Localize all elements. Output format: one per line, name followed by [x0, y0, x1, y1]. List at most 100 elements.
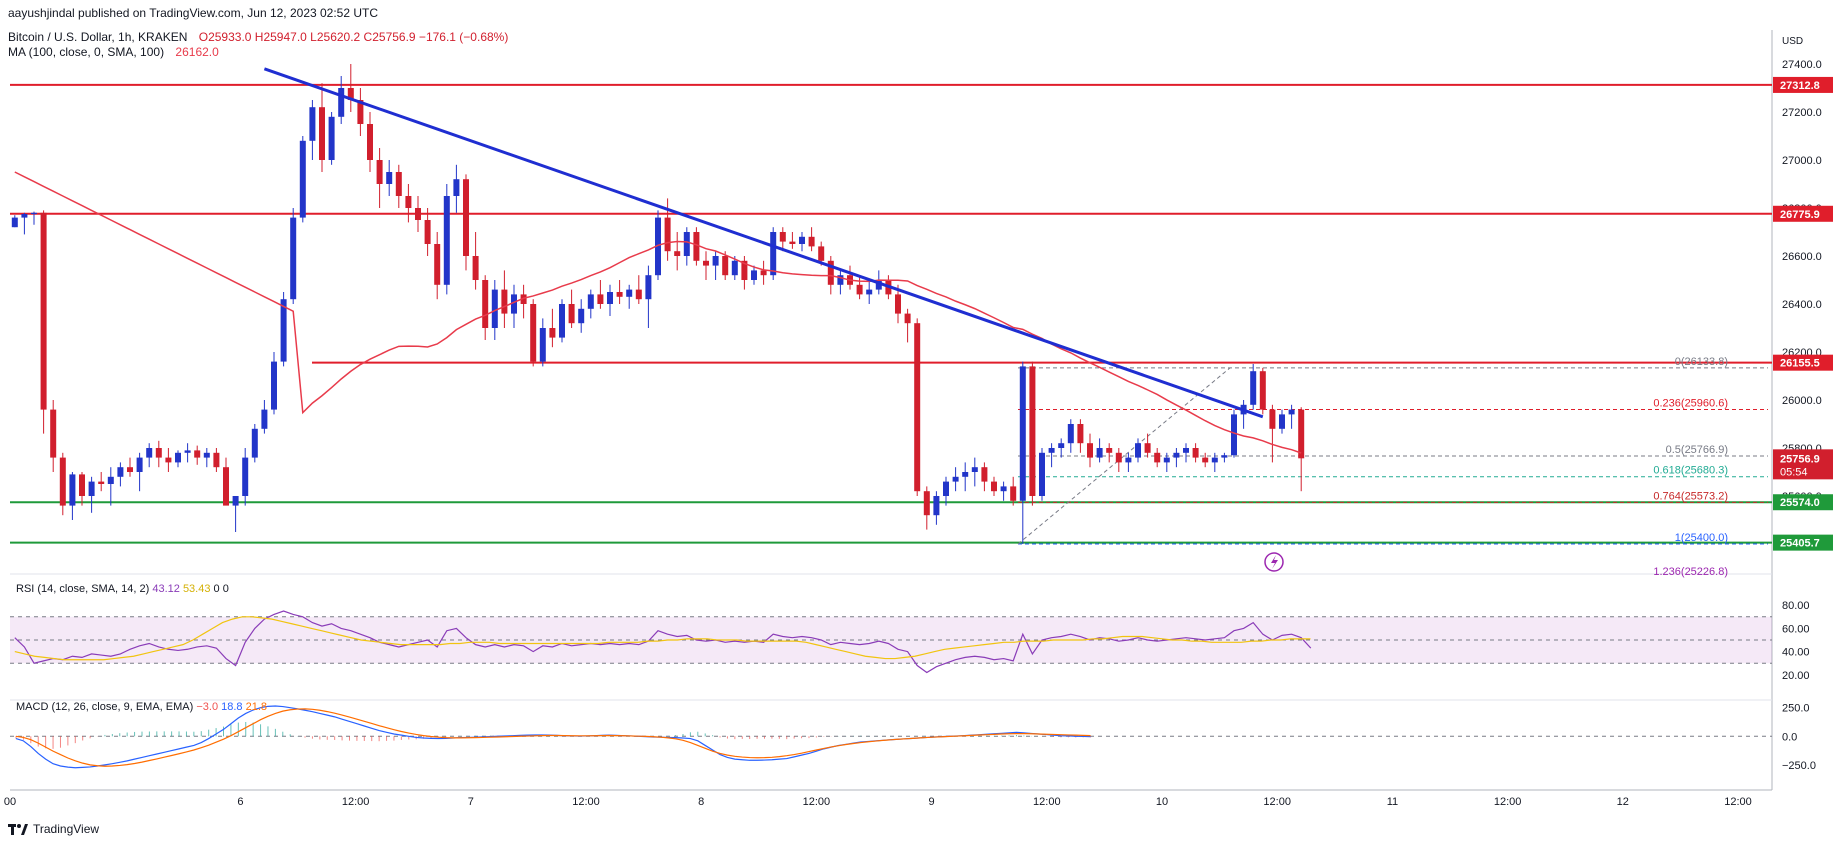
candle[interactable] [88, 476, 95, 513]
candle[interactable] [223, 457, 229, 506]
ma-legend[interactable]: MA (100, close, 0, SMA, 100) 26162.0 [8, 45, 219, 59]
candle[interactable] [674, 232, 681, 271]
candle[interactable] [1029, 361, 1036, 506]
candle[interactable] [1163, 452, 1170, 472]
candle[interactable] [635, 275, 642, 304]
candle[interactable] [597, 280, 604, 309]
candle[interactable] [271, 352, 277, 415]
candle[interactable] [1240, 400, 1247, 429]
candle[interactable] [1019, 361, 1026, 544]
trend-line[interactable] [263, 67, 1264, 419]
candle[interactable] [395, 164, 402, 208]
candle[interactable] [194, 445, 201, 465]
candle[interactable] [405, 184, 412, 223]
candle[interactable] [1250, 364, 1257, 410]
candle[interactable] [1154, 448, 1161, 468]
candle[interactable] [971, 457, 978, 487]
ma100-line[interactable] [14, 171, 1302, 454]
candle[interactable] [1279, 409, 1285, 434]
candle[interactable] [203, 448, 210, 468]
candle[interactable] [587, 289, 594, 319]
candle[interactable] [847, 265, 853, 290]
candle[interactable] [11, 215, 18, 228]
candle[interactable] [453, 164, 460, 213]
candle[interactable] [520, 284, 527, 319]
candle[interactable] [751, 265, 757, 285]
candle[interactable] [779, 227, 786, 252]
candle[interactable] [1259, 367, 1266, 415]
candle[interactable] [904, 308, 911, 343]
candle[interactable] [1048, 443, 1055, 468]
candle[interactable] [107, 467, 114, 506]
candle[interactable] [1144, 433, 1151, 458]
candle[interactable] [616, 280, 623, 304]
candle[interactable] [799, 232, 805, 252]
candle[interactable] [127, 457, 133, 477]
candle[interactable] [1077, 419, 1084, 453]
candle[interactable] [1058, 438, 1065, 458]
candle[interactable] [914, 318, 921, 496]
rsi-ma-line[interactable] [14, 616, 1311, 661]
candle[interactable] [328, 112, 335, 165]
candle[interactable] [1298, 407, 1305, 492]
candle[interactable] [21, 212, 28, 235]
candle[interactable] [376, 148, 383, 208]
macd-signal-line[interactable] [15, 708, 1091, 767]
candle[interactable] [242, 448, 249, 506]
candle[interactable] [952, 467, 959, 492]
candle[interactable] [367, 112, 373, 172]
candle[interactable] [511, 284, 517, 328]
candle[interactable] [338, 76, 345, 124]
candle[interactable] [741, 256, 748, 290]
candle[interactable] [1221, 452, 1228, 463]
candle[interactable] [31, 211, 37, 225]
candle[interactable] [155, 440, 162, 468]
candle[interactable] [79, 472, 85, 506]
candle[interactable] [568, 289, 575, 328]
candle[interactable] [530, 299, 537, 367]
candle[interactable] [1269, 404, 1276, 463]
candle[interactable] [1096, 438, 1103, 463]
candle[interactable] [645, 265, 652, 328]
candle[interactable] [789, 232, 796, 249]
candle[interactable] [251, 424, 258, 463]
candle[interactable] [962, 462, 969, 492]
candle[interactable] [59, 452, 66, 516]
candle[interactable] [309, 100, 316, 160]
tradingview-logo[interactable]: TradingView [8, 822, 99, 836]
candle[interactable] [424, 208, 431, 256]
candle[interactable] [923, 486, 930, 530]
candle[interactable] [443, 184, 450, 295]
candle[interactable] [943, 476, 949, 506]
candle[interactable] [50, 400, 57, 472]
candle[interactable] [1192, 443, 1199, 463]
candle[interactable] [1115, 448, 1122, 472]
candle[interactable] [117, 462, 124, 487]
candle[interactable] [1125, 452, 1132, 472]
candle[interactable] [856, 275, 863, 300]
candle[interactable] [1010, 476, 1017, 506]
candle[interactable] [933, 491, 940, 525]
candle[interactable] [981, 462, 988, 492]
candle[interactable] [1039, 448, 1045, 501]
candle[interactable] [626, 284, 633, 309]
candle[interactable] [463, 174, 469, 271]
candle[interactable] [386, 160, 393, 196]
candle[interactable] [232, 496, 239, 532]
candle[interactable] [136, 452, 143, 492]
candle[interactable] [559, 299, 565, 343]
candle[interactable] [539, 318, 546, 367]
candle[interactable] [319, 83, 325, 172]
candle[interactable] [280, 292, 287, 367]
candle[interactable] [1087, 433, 1093, 468]
candle[interactable] [578, 299, 585, 333]
candle[interactable] [722, 251, 729, 280]
candle[interactable] [357, 88, 364, 136]
candle[interactable] [261, 400, 268, 434]
candle[interactable] [712, 251, 719, 280]
candle[interactable] [866, 280, 873, 304]
candle[interactable] [1173, 448, 1180, 468]
symbol-legend[interactable]: Bitcoin / U.S. Dollar, 1h, KRAKEN O25933… [8, 30, 508, 44]
candle[interactable] [991, 476, 997, 496]
